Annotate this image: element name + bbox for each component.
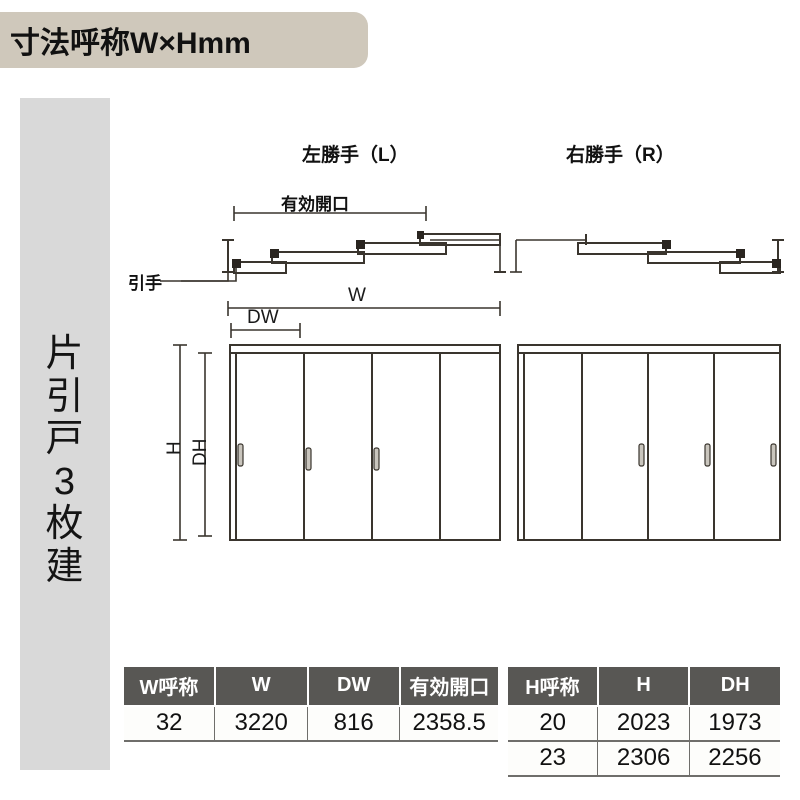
table-row: 32 3220 816 2358.5 xyxy=(124,706,498,742)
col-header-h-nominal: H呼称 xyxy=(508,667,599,707)
col-header-w-nominal: W呼称 xyxy=(124,667,216,707)
plan-left-jamb xyxy=(160,239,234,282)
right-handing-heading: 右勝手（R） xyxy=(566,145,675,166)
clear-opening-label: 有効開口 xyxy=(281,195,349,214)
left-handing-heading: 左勝手（L） xyxy=(302,145,409,166)
cell-w: 3220 xyxy=(214,706,309,742)
cell-clear-opening: 2358.5 xyxy=(399,706,498,742)
dw-dimension-label: DW xyxy=(247,307,279,328)
plan-panels-right xyxy=(577,234,781,274)
cell-w-nominal: 32 xyxy=(124,706,216,742)
col-header-dw: DW xyxy=(307,667,401,707)
band-char-5: 建 xyxy=(45,545,85,588)
page-title: 寸法呼称W×Hmm xyxy=(10,27,251,60)
band-char-2: 戸 xyxy=(45,418,85,461)
table-header-row: W呼称 W DW 有効開口 xyxy=(124,667,498,707)
elevation-handles-left xyxy=(237,443,380,471)
dh-dimension-label: DH xyxy=(190,438,211,466)
table-row: 20 2023 1973 xyxy=(508,706,780,742)
pull-handle-blocks-right xyxy=(662,240,781,268)
table-header-row: H呼称 H DH xyxy=(508,667,780,707)
plan-left-wall-right-view xyxy=(510,239,586,273)
cell-h-nominal: 20 xyxy=(508,706,599,742)
elevation-frame-right xyxy=(517,344,781,541)
col-header-clear-opening: 有効開口 xyxy=(399,667,498,707)
cell-dh: 1973 xyxy=(689,706,780,742)
title-banner: 寸法呼称W×Hmm xyxy=(0,12,368,68)
cell-dw: 816 xyxy=(307,706,401,742)
plan-right-jamb-right-view xyxy=(772,239,784,273)
pull-handle-label: 引手 xyxy=(128,274,162,293)
table-row: 23 2306 2256 xyxy=(508,741,780,777)
band-char-4: 枚 xyxy=(45,503,85,546)
h-dimension-label: H xyxy=(164,441,185,455)
band-char-0: 片 xyxy=(45,333,85,375)
col-header-h: H xyxy=(597,667,691,707)
pull-handle-leader-left xyxy=(181,268,237,282)
cell-dh: 2256 xyxy=(689,741,780,777)
elevation-handles-right xyxy=(638,443,777,467)
elevation-frame-left xyxy=(229,344,501,541)
w-dimension-label: W xyxy=(348,285,366,306)
pull-handle-blocks-left xyxy=(232,231,424,268)
cell-h-nominal: 23 xyxy=(508,741,599,777)
plan-right-wall-left-view xyxy=(430,239,506,273)
category-band-label: 片 引 戸 3 枚 建 xyxy=(20,333,110,588)
band-char-3: 3 xyxy=(53,460,77,503)
elevation-panels-right xyxy=(581,352,781,541)
band-char-1: 引 xyxy=(45,375,85,418)
col-header-dh: DH xyxy=(689,667,780,707)
category-band: 片 引 戸 3 枚 建 xyxy=(20,98,110,770)
width-spec-table: W呼称 W DW 有効開口 32 3220 816 2358.5 xyxy=(124,667,498,742)
cell-h: 2023 xyxy=(597,706,690,742)
cell-h: 2306 xyxy=(597,741,690,777)
elevation-panels-left xyxy=(235,352,441,541)
col-header-w: W xyxy=(214,667,309,707)
plan-panels-left xyxy=(233,233,501,274)
height-spec-table: H呼称 H DH 20 2023 1973 23 2306 2256 xyxy=(508,667,780,777)
